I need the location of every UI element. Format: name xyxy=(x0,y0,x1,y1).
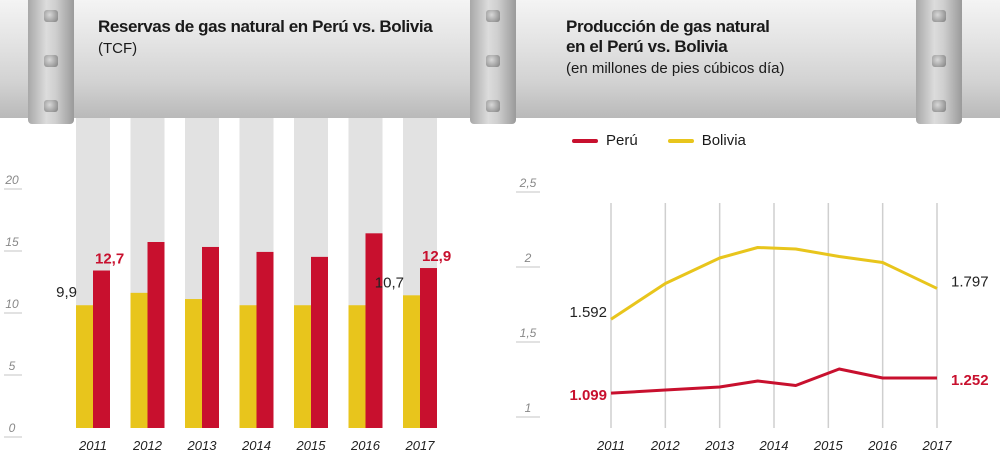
bolt-icon xyxy=(44,100,58,112)
bar-bolivia-2013 xyxy=(185,299,202,428)
x-tick-label: 2011 xyxy=(78,438,107,453)
x-tick-label: 2013 xyxy=(704,438,735,453)
legend-label-peru: Perú xyxy=(606,132,638,149)
x-tick-label: 2016 xyxy=(350,438,381,453)
x-tick-label: 2017 xyxy=(405,438,436,453)
series-line-peru xyxy=(610,367,937,395)
bar-peru-2017 xyxy=(420,268,437,428)
bolt-icon xyxy=(932,55,946,67)
pipe-flange-left xyxy=(28,0,74,124)
y-tick-label: 2,5 xyxy=(519,176,537,190)
legend: Perú Bolivia xyxy=(572,132,746,149)
y-tick-label: 15 xyxy=(5,235,19,249)
bolt-icon xyxy=(486,10,500,22)
bolt-icon xyxy=(932,100,946,112)
bolt-icon xyxy=(44,55,58,67)
x-tick-label: 2017 xyxy=(922,438,953,453)
bar-bolivia-2015 xyxy=(294,305,311,428)
bolt-icon xyxy=(486,100,500,112)
bolt-icon xyxy=(44,10,58,22)
y-tick-label: 20 xyxy=(4,173,19,187)
data-label-bolivia: 9,9 xyxy=(56,284,77,301)
legend-label-bolivia: Bolivia xyxy=(701,132,746,149)
right-chart-title-line2: en el Perú vs. Bolivia xyxy=(566,37,728,56)
y-tick-label: 0 xyxy=(9,421,16,435)
x-tick-label: 2016 xyxy=(867,438,898,453)
legend-swatch-peru xyxy=(572,138,598,143)
x-tick-label: 2012 xyxy=(650,438,681,453)
y-tick-label: 10 xyxy=(5,297,19,311)
y-tick-label: 2 xyxy=(524,251,532,265)
data-label-bolivia-end: 1.797 xyxy=(951,273,989,290)
bar-bolivia-2016 xyxy=(348,305,366,428)
pipe-flange-middle xyxy=(470,0,516,124)
left-chart-subtitle: (TCF) xyxy=(98,40,138,57)
x-tick-label: 2012 xyxy=(132,438,163,453)
x-tick-label: 2015 xyxy=(296,438,327,453)
x-tick-label: 2014 xyxy=(759,438,789,453)
bar-bolivia-2012 xyxy=(130,292,148,428)
data-label-bolivia-start: 1.592 xyxy=(569,304,607,321)
data-label-peru-end: 1.252 xyxy=(951,372,989,389)
bar-peru-2011 xyxy=(93,270,110,428)
bar-bolivia-2014 xyxy=(239,305,257,428)
data-label-peru: 12,9 xyxy=(422,248,451,265)
x-tick-label: 2011 xyxy=(596,438,625,453)
bolt-icon xyxy=(486,55,500,67)
left-chart-title: Reservas de gas natural en Perú vs. Boli… xyxy=(98,17,433,36)
legend-swatch-bolivia xyxy=(667,138,694,143)
bar-peru-2013 xyxy=(202,246,219,428)
y-tick-label: 1,5 xyxy=(520,326,537,340)
bar-peru-2015 xyxy=(311,256,328,428)
bar-bolivia-2017 xyxy=(403,295,420,428)
data-label-peru: 12,7 xyxy=(95,251,124,268)
bar-peru-2014 xyxy=(256,251,274,428)
data-label-peru-start: 1.099 xyxy=(569,387,607,404)
bar-peru-2016 xyxy=(365,233,383,428)
bar-bolivia-2011 xyxy=(76,305,93,428)
x-tick-label: 2014 xyxy=(241,438,271,453)
series-line-bolivia xyxy=(610,246,938,321)
bar-peru-2012 xyxy=(147,242,165,428)
y-tick-label: 1 xyxy=(525,401,532,415)
y-tick-label: 5 xyxy=(9,359,16,373)
data-label-bolivia: 10,7 xyxy=(375,274,404,291)
right-chart-title-line1: Producción de gas natural xyxy=(566,17,770,36)
right-chart-subtitle: (en millones de pies cúbicos día) xyxy=(566,60,785,77)
x-tick-label: 2015 xyxy=(813,438,844,453)
pipe-flange-right xyxy=(916,0,962,124)
bolt-icon xyxy=(932,10,946,22)
x-tick-label: 2013 xyxy=(187,438,218,453)
